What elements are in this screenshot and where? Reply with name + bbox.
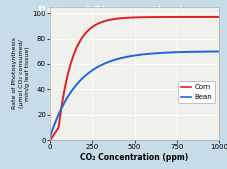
Text: Rates of Photosynthesis: Rates of Photosynthesis bbox=[38, 6, 189, 16]
Legend: Corn, Bean: Corn, Bean bbox=[177, 81, 215, 103]
X-axis label: CO₂ Concentration (ppm): CO₂ Concentration (ppm) bbox=[80, 153, 188, 162]
Y-axis label: Rate of Photosynthesis
(µmol CO₂ consumed/
min/g leaf tissue): Rate of Photosynthesis (µmol CO₂ consume… bbox=[12, 38, 30, 110]
